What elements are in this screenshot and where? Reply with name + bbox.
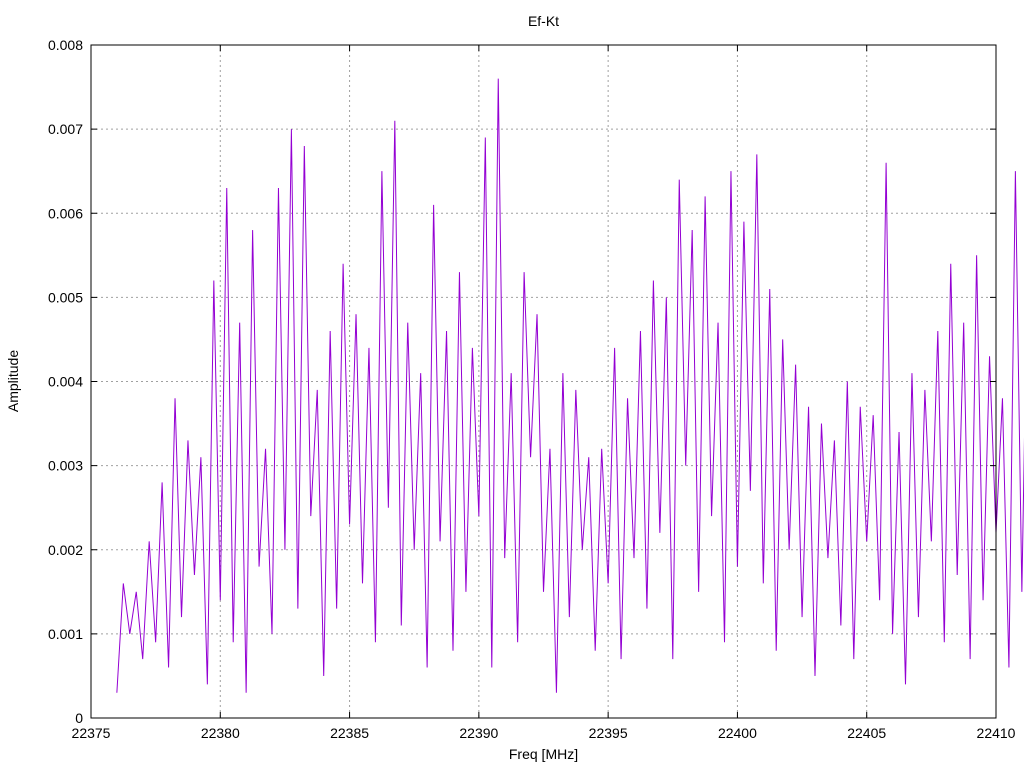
y-tick-label: 0.008 [48, 37, 83, 53]
series-layer [116, 78, 1024, 693]
x-tick-label: 22410 [977, 725, 1016, 741]
y-tick-label: 0.005 [48, 289, 83, 305]
y-tick-label: 0.002 [48, 542, 83, 558]
x-tick-label: 22385 [330, 725, 369, 741]
series-line [116, 78, 1024, 693]
grid-lines [91, 45, 996, 718]
y-tick-label: 0.006 [48, 205, 83, 221]
y-tick-label: 0 [75, 710, 83, 726]
x-tick-label: 22395 [589, 725, 628, 741]
chart-title: Ef-Kt [528, 13, 559, 29]
y-tick-label: 0.003 [48, 458, 83, 474]
x-tick-label: 22375 [72, 725, 111, 741]
x-axis-title: Freq [MHz] [509, 746, 578, 762]
x-tick-label: 22405 [847, 725, 886, 741]
axis-ticks: 22375 22380 22385 22390 22395 22400 22405 22410… [48, 37, 1016, 741]
x-tick-label: 22400 [718, 725, 757, 741]
y-tick-label: 0.007 [48, 121, 83, 137]
x-tick-label: 22390 [459, 725, 498, 741]
y-tick-label: 0.001 [48, 626, 83, 642]
x-tick-label: 22380 [201, 725, 240, 741]
y-axis-title: Amplitude [5, 350, 21, 412]
y-tick-label: 0.004 [48, 374, 83, 390]
